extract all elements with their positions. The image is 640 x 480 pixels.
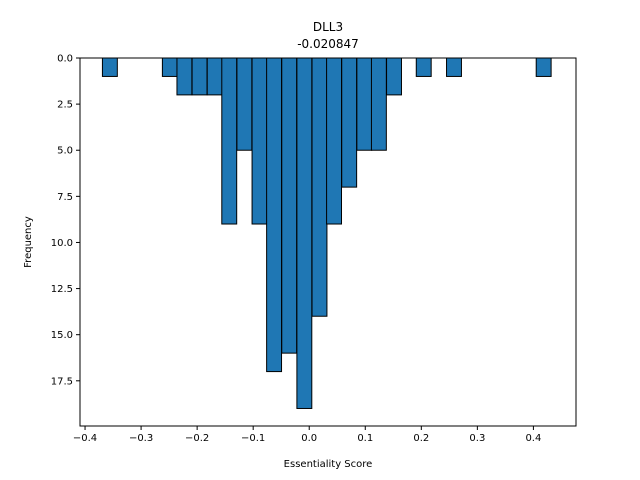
histogram-bar xyxy=(296,57,313,409)
x-tick-label: 0.1 xyxy=(357,433,373,444)
x-tick-label: −0.3 xyxy=(129,433,153,444)
x-axis-title: Essentiality Score xyxy=(284,459,373,470)
x-tick-label: 0.0 xyxy=(301,433,317,444)
histogram-bar xyxy=(251,57,268,225)
x-tick-label: 0.4 xyxy=(525,433,541,444)
histogram-bar xyxy=(341,57,358,188)
y-tick-label: 0.0 xyxy=(57,54,73,65)
y-tick-label: 5.0 xyxy=(57,146,73,157)
histogram-bar xyxy=(236,57,253,151)
histogram-bar xyxy=(266,57,283,373)
histogram-bar xyxy=(326,57,343,225)
y-tick-label: 2.5 xyxy=(57,100,73,111)
x-tick-label: 0.2 xyxy=(413,433,429,444)
x-tick-label: −0.4 xyxy=(73,433,97,444)
histogram-bar xyxy=(176,57,193,96)
histogram-bar xyxy=(535,57,552,77)
y-tick-label: 17.5 xyxy=(51,376,73,387)
histogram-bar xyxy=(386,57,402,96)
y-tick-label: 7.5 xyxy=(57,192,73,203)
histogram-bar xyxy=(161,57,178,77)
y-axis-title: Frequency xyxy=(23,216,34,268)
y-tick-label: 10.0 xyxy=(51,238,73,249)
x-tick-label: −0.1 xyxy=(241,433,265,444)
chart-title: DLL3 xyxy=(313,20,343,34)
chart-subtitle: -0.020847 xyxy=(297,37,359,51)
bars-group xyxy=(101,57,552,409)
histogram-bar xyxy=(311,57,328,317)
y-tick-label: 15.0 xyxy=(51,330,73,341)
histogram-bar xyxy=(370,57,387,151)
x-axis-ticks: −0.4 −0.3 −0.2 −0.1 0.0 0.1 0.2 0.3 0.4 xyxy=(73,426,541,444)
histogram-bar xyxy=(101,57,118,77)
histogram-bar xyxy=(281,57,298,354)
histogram-bar xyxy=(356,57,373,151)
histogram-bar xyxy=(191,57,208,96)
x-tick-label: 0.3 xyxy=(469,433,485,444)
y-tick-label: 12.5 xyxy=(51,284,73,295)
x-tick-label: −0.2 xyxy=(185,433,209,444)
histogram-bar xyxy=(446,57,462,77)
histogram-bar xyxy=(221,57,238,225)
histogram-bar xyxy=(206,57,223,96)
y-axis-ticks: 0.0 2.5 5.0 7.5 10.0 12.5 15.0 17.5 xyxy=(51,54,80,387)
histogram-bar xyxy=(415,57,432,77)
